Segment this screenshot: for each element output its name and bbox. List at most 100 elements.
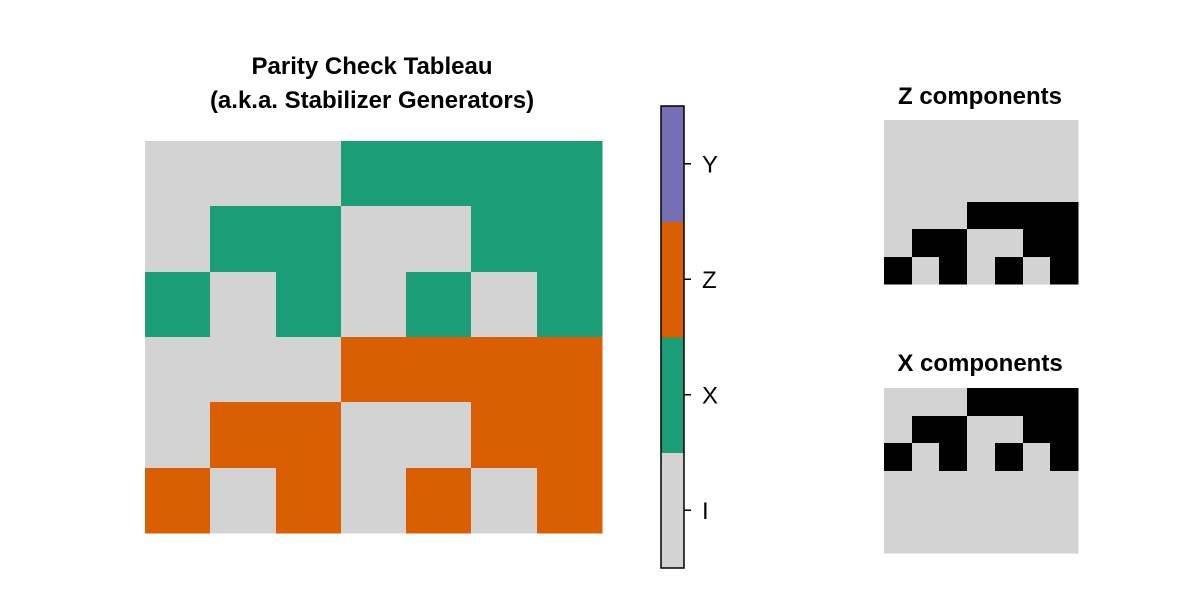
z-cell-r3-c5	[1023, 202, 1051, 230]
x-cell-r5-c0	[884, 526, 913, 554]
chart-title-line-2: (a.k.a. Stabilizer Generators)	[209, 87, 535, 114]
z-cell-r2-c5	[1023, 175, 1051, 203]
z-cell-r4-c6	[1050, 229, 1079, 258]
z-cell-r5-c5	[1023, 257, 1051, 285]
tableau-heatmap	[145, 141, 603, 534]
x-cell-r5-c1	[912, 526, 940, 554]
z-cell-r4-c0	[884, 229, 913, 258]
tableau-cell-r1-c6	[537, 206, 603, 273]
tableau-cell-r3-c1	[210, 337, 277, 403]
x-cell-r0-c6	[1050, 388, 1079, 417]
tableau-cell-r3-c0	[145, 337, 211, 403]
x-cell-r4-c2	[939, 498, 968, 527]
tableau-cell-r3-c5	[471, 337, 538, 403]
x-cell-r3-c5	[1023, 471, 1051, 499]
x-cell-r0-c2	[939, 388, 968, 417]
tableau-cell-r5-c0	[145, 468, 211, 534]
chart-title: Parity Check Tableau (a.k.a. Stabilizer …	[122, 50, 622, 118]
tableau-cell-r4-c4	[406, 402, 472, 469]
z-cell-r2-c0	[884, 175, 913, 203]
x-cell-r1-c3	[967, 416, 996, 444]
x-cell-r4-c5	[1023, 498, 1051, 527]
z-cell-r5-c2	[939, 257, 968, 285]
z-cell-r0-c4	[995, 120, 1024, 148]
tableau-cell-r0-c3	[341, 141, 407, 207]
x-cell-r5-c3	[967, 526, 996, 554]
x-cell-r0-c5	[1023, 388, 1051, 417]
colorbar-segment-Z	[661, 221, 684, 338]
z-components-heatmap	[884, 120, 1079, 285]
z-cell-r3-c0	[884, 202, 913, 230]
tableau-cell-r2-c5	[471, 272, 538, 338]
x-cell-r4-c6	[1050, 498, 1079, 527]
colorbar-tick-label-I: I	[702, 498, 709, 525]
x-cell-r2-c1	[912, 443, 940, 472]
tableau-cell-r1-c0	[145, 206, 211, 273]
tableau-cell-r1-c4	[406, 206, 472, 273]
x-cell-r3-c0	[884, 471, 913, 499]
z-cell-r0-c0	[884, 120, 913, 148]
x-cell-r5-c5	[1023, 526, 1051, 554]
colorbar-segment-Y	[661, 106, 684, 222]
tableau-cell-r0-c4	[406, 141, 472, 207]
z-cell-r1-c0	[884, 147, 913, 176]
x-cell-r0-c0	[884, 388, 913, 417]
x-cell-r2-c2	[939, 443, 968, 472]
z-cell-r4-c2	[939, 229, 968, 258]
z-cell-r5-c1	[912, 257, 940, 285]
z-cell-r3-c6	[1050, 202, 1079, 230]
z-cell-r0-c3	[967, 120, 996, 148]
z-cell-r2-c4	[995, 175, 1024, 203]
colorbar-tick-label-Y: Y	[702, 151, 718, 178]
tableau-cell-r1-c2	[276, 206, 342, 273]
tableau-cell-r5-c6	[537, 468, 603, 534]
x-cell-r1-c4	[995, 416, 1024, 444]
x-cell-r1-c1	[912, 416, 940, 444]
tableau-cell-r3-c3	[341, 337, 407, 403]
tableau-cell-r2-c0	[145, 272, 211, 338]
x-cell-r4-c1	[912, 498, 940, 527]
z-cell-r3-c3	[967, 202, 996, 230]
x-cell-r4-c3	[967, 498, 996, 527]
tableau-cell-r2-c6	[537, 272, 603, 338]
z-cell-r0-c1	[912, 120, 940, 148]
z-cell-r5-c4	[995, 257, 1024, 285]
z-cell-r3-c1	[912, 202, 940, 230]
x-cell-r3-c2	[939, 471, 968, 499]
tableau-cell-r2-c4	[406, 272, 472, 338]
colorbar: I X Z Y	[660, 105, 718, 569]
tableau-cell-r4-c1	[210, 402, 277, 469]
colorbar-tick-label-Z: Z	[702, 267, 717, 294]
x-cell-r2-c4	[995, 443, 1024, 472]
z-cell-r1-c5	[1023, 147, 1051, 176]
x-cell-r5-c2	[939, 526, 968, 554]
x-cell-r4-c4	[995, 498, 1024, 527]
x-cell-r3-c4	[995, 471, 1024, 499]
z-cell-r1-c6	[1050, 147, 1079, 176]
tableau-cell-r2-c1	[210, 272, 277, 338]
tableau-cell-r5-c4	[406, 468, 472, 534]
x-cell-r2-c3	[967, 443, 996, 472]
tableau-cell-r2-c3	[341, 272, 407, 338]
z-cell-r2-c1	[912, 175, 940, 203]
tableau-cell-r5-c3	[341, 468, 407, 534]
tableau-cell-r5-c1	[210, 468, 277, 534]
z-cell-r5-c0	[884, 257, 913, 285]
z-cell-r5-c6	[1050, 257, 1079, 285]
z-cell-r0-c5	[1023, 120, 1051, 148]
tableau-cell-r0-c1	[210, 141, 277, 207]
colorbar-segment-X	[661, 337, 684, 453]
z-cell-r1-c4	[995, 147, 1024, 176]
tableau-cell-r4-c5	[471, 402, 538, 469]
tableau-cell-r5-c5	[471, 468, 538, 534]
z-cell-r0-c6	[1050, 120, 1079, 148]
tableau-cell-r1-c5	[471, 206, 538, 273]
z-cell-r1-c2	[939, 147, 968, 176]
tableau-cell-r0-c5	[471, 141, 538, 207]
x-cell-r4-c0	[884, 498, 913, 527]
tableau-cell-r3-c4	[406, 337, 472, 403]
tableau-cell-r4-c0	[145, 402, 211, 469]
z-cell-r1-c1	[912, 147, 940, 176]
